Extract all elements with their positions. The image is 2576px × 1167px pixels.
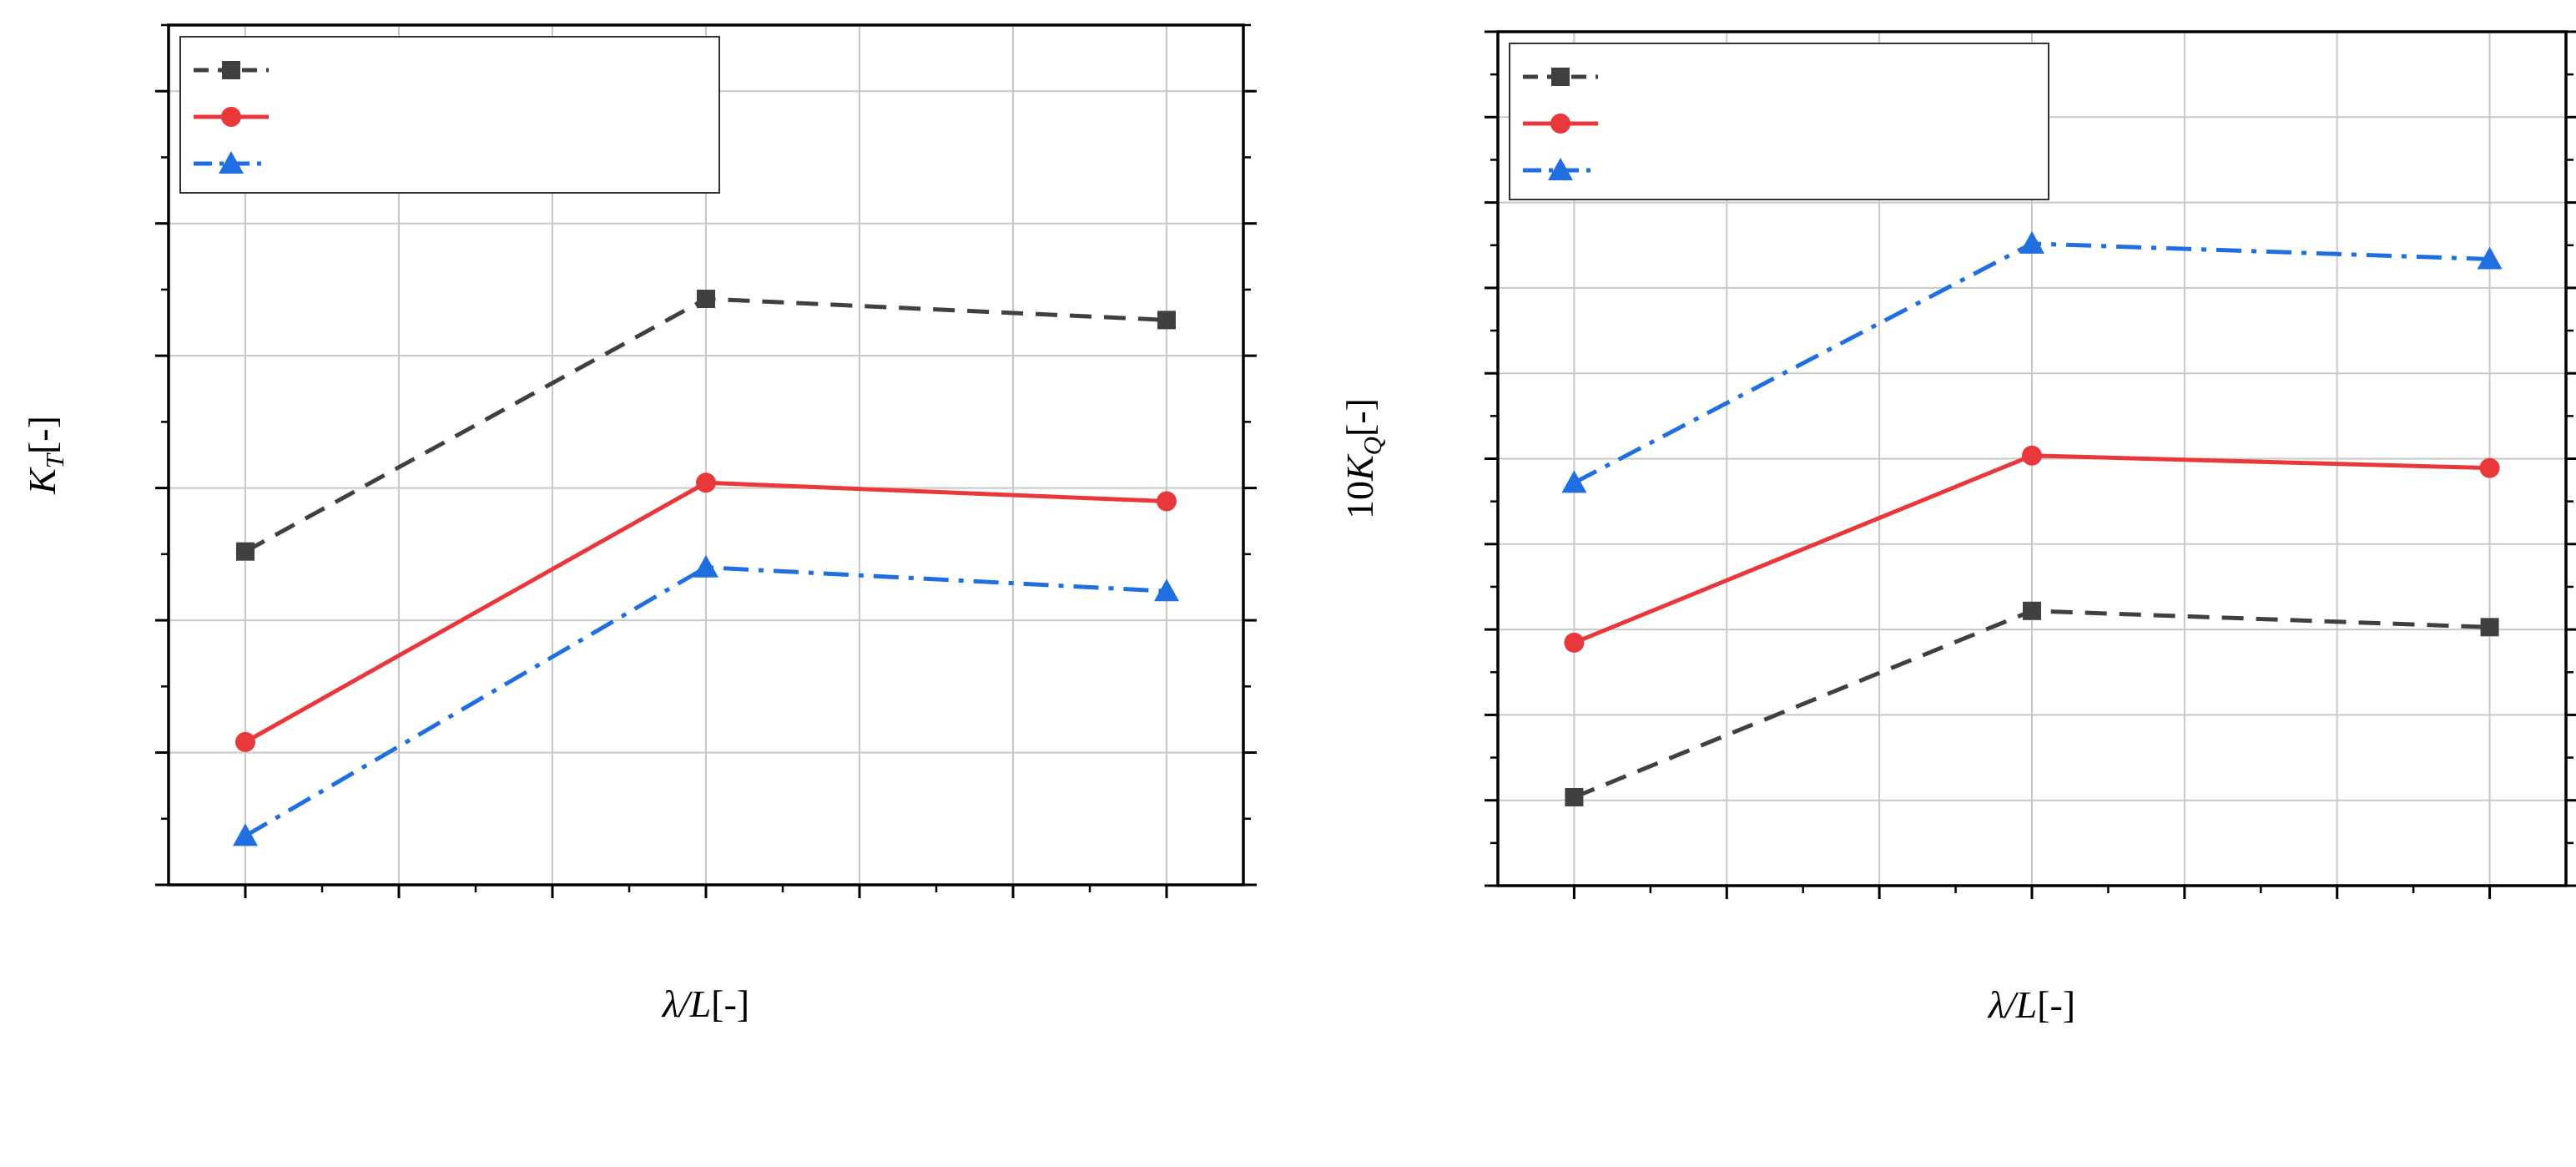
data-point-circle bbox=[235, 731, 255, 752]
data-point-triangle bbox=[233, 823, 258, 846]
data-point-circle bbox=[696, 472, 716, 493]
data-point-circle bbox=[2022, 445, 2042, 466]
x-axis-label-unit: [-] bbox=[711, 983, 749, 1025]
x-axis-label: λ/L[-] bbox=[1987, 983, 2075, 1026]
data-point-square bbox=[1565, 787, 1584, 806]
data-point-square bbox=[1157, 311, 1176, 330]
data-point-triangle bbox=[693, 554, 718, 578]
chart-panel-a: λ/L[-]KT[-] bbox=[21, 23, 1257, 1025]
y-axis-label-symbol: K bbox=[21, 467, 63, 495]
data-point-square bbox=[236, 542, 255, 561]
legend-box bbox=[1509, 43, 2049, 200]
legend-marker-circle bbox=[1550, 114, 1570, 134]
y-axis-label-factor: 10 bbox=[1338, 481, 1381, 519]
x-axis-label-symbol: λ/L bbox=[1987, 983, 2037, 1026]
data-point-triangle bbox=[2019, 230, 2044, 254]
legend-marker-square bbox=[222, 61, 240, 79]
legend-marker-circle bbox=[221, 107, 241, 127]
data-point-triangle bbox=[2477, 246, 2503, 270]
data-point-square bbox=[2480, 618, 2499, 637]
data-point-circle bbox=[1157, 491, 1177, 512]
legend-marker-triangle bbox=[1548, 158, 1573, 180]
data-point-square bbox=[2023, 601, 2041, 620]
data-point-circle bbox=[2479, 457, 2500, 478]
legend-marker-square bbox=[1551, 68, 1570, 86]
plot-frame bbox=[167, 23, 1245, 887]
legend-marker-triangle bbox=[219, 151, 244, 174]
chart-panel-b: λ/L[-]10KQ[-] bbox=[1338, 30, 2576, 1026]
data-point-square bbox=[697, 290, 715, 309]
data-point-circle bbox=[1564, 632, 1585, 653]
series-line bbox=[244, 565, 1167, 838]
y-axis-label-unit: [-] bbox=[1338, 398, 1381, 437]
x-axis-label: λ/L[-] bbox=[661, 983, 749, 1025]
plot-frame bbox=[1496, 30, 2568, 887]
data-point-triangle bbox=[1561, 470, 1587, 493]
y-axis-label-subscript: T bbox=[40, 452, 69, 468]
data-point-triangle bbox=[1154, 578, 1179, 602]
y-axis-label-unit: [-] bbox=[21, 416, 63, 454]
y-axis-label-subscript: Q bbox=[1358, 437, 1387, 455]
legend-box bbox=[179, 36, 720, 194]
y-axis-label: 10KQ[-] bbox=[1338, 398, 1387, 519]
x-axis-label-unit: [-] bbox=[2037, 983, 2075, 1026]
y-axis-label: KT[-] bbox=[21, 416, 69, 495]
y-axis-label-symbol: K bbox=[1338, 453, 1381, 482]
x-axis-label-symbol: λ/L bbox=[661, 983, 711, 1025]
